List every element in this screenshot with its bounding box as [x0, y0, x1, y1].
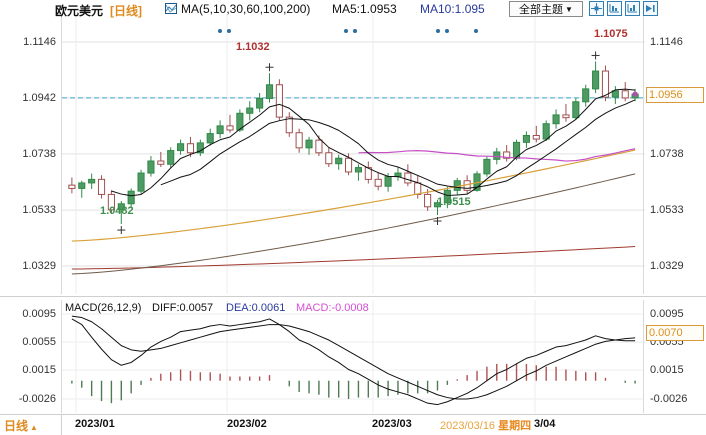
- macd-axis-tick: 0.0095: [650, 308, 684, 321]
- signal-dot-row: [0, 29, 706, 37]
- ma10-value: MA10:1.095: [420, 2, 485, 16]
- time-axis-bar[interactable]: [0, 414, 706, 435]
- crosshair-weekday: 星期四: [498, 420, 532, 432]
- time-axis-tick: 2023/01: [75, 418, 115, 430]
- price-axis-tick: 1.0533: [22, 204, 56, 217]
- macd-title: MACD(26,12,9): [65, 302, 142, 314]
- swing-high-label: 1.1032: [236, 41, 270, 53]
- signal-dot: [436, 29, 440, 33]
- time-axis-tick: 2023/03: [372, 418, 412, 430]
- signal-dot: [445, 29, 449, 33]
- pane-divider: [0, 296, 706, 297]
- macd-chart-pane[interactable]: [61, 300, 645, 413]
- time-axis-tick: 3/04: [534, 418, 556, 430]
- macd-axis-tick: -0.0026: [650, 392, 688, 405]
- crosshair-tool-icon[interactable]: [589, 1, 604, 16]
- current-macd-tag: 0.0070: [646, 324, 704, 341]
- chart-header: 欧元美元 [日线] MA(5,10,30,60,100,200) MA5:1.0…: [0, 0, 706, 20]
- zoom-chart-icon[interactable]: [625, 1, 640, 16]
- ma-legend-label: MA(5,10,30,60,100,200): [181, 2, 311, 16]
- price-axis-tick: 1.0329: [650, 260, 684, 273]
- scroll-right-icon[interactable]: [643, 1, 658, 16]
- signal-dot: [227, 29, 231, 33]
- ma5-value: MA5:1.0953: [332, 2, 397, 16]
- current-price-tag: 1.0956: [646, 87, 704, 104]
- signal-dot: [218, 29, 222, 33]
- swing-low-label: 1.0515: [437, 196, 471, 208]
- price-axis-tick: 1.0533: [650, 204, 684, 217]
- macd-axis-tick: 0.0055: [22, 336, 56, 349]
- crosshair-date-tag: 2023/03/16 星期四: [440, 417, 531, 433]
- instrument-name: 欧元美元: [55, 4, 104, 18]
- signal-dot: [353, 29, 357, 33]
- price-chart-pane[interactable]: [61, 14, 645, 294]
- time-axis-tick: 2023/02: [227, 418, 267, 430]
- macd-dea-value: DEA:0.0061: [226, 302, 286, 314]
- period-label: [日线]: [110, 4, 142, 18]
- swing-low-label: 1.0482: [100, 205, 134, 217]
- axis-separator: [61, 414, 62, 435]
- ma-indicator-icon[interactable]: [165, 3, 177, 14]
- price-axis-tick: 1.0738: [22, 147, 56, 160]
- macd-axis-tick: -0.0026: [18, 392, 56, 405]
- period-tab-label: 日线: [4, 419, 29, 433]
- price-axis-tick: 1.1146: [650, 35, 683, 48]
- signal-dot: [344, 29, 348, 33]
- chevron-down-icon: ▼: [565, 4, 573, 14]
- crosshair-date: 2023/03/16: [440, 420, 496, 432]
- price-axis-tick: 1.1146: [23, 35, 56, 48]
- swing-high-label: 1.1075: [594, 28, 628, 40]
- period-tab-daily[interactable]: 日线 ▲: [4, 417, 38, 434]
- macd-axis-tick: 0.0015: [650, 364, 684, 377]
- price-axis-tick: 1.0329: [22, 260, 56, 273]
- macd-diff-value: DIFF:0.0057: [152, 302, 214, 314]
- price-axis-tick: 1.0942: [22, 91, 56, 104]
- price-axis-tick: 1.0738: [650, 147, 684, 160]
- macd-macd-value: MACD:-0.0008: [296, 302, 369, 314]
- chart-toolbar: [589, 1, 658, 16]
- theme-dropdown-label: 全部主题: [519, 4, 564, 16]
- fit-chart-icon[interactable]: [607, 1, 622, 16]
- sort-arrow-icon: ▲: [30, 423, 38, 432]
- theme-dropdown-button[interactable]: 全部主题 ▼: [509, 1, 583, 17]
- macd-axis-tick: 0.0015: [22, 364, 56, 377]
- signal-dot: [474, 29, 478, 33]
- macd-axis-tick: 0.0095: [22, 308, 56, 321]
